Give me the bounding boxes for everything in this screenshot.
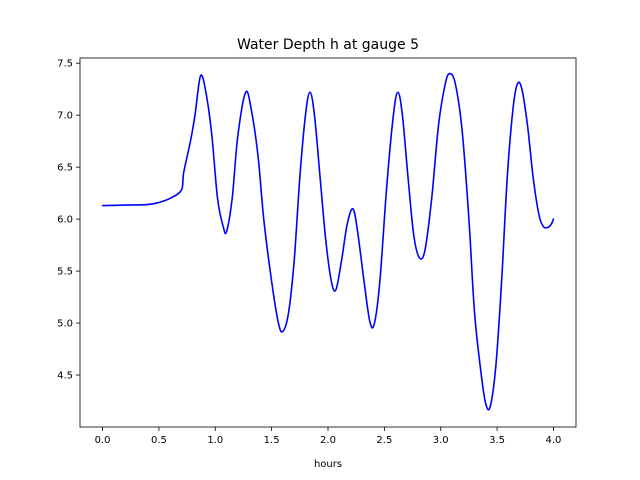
x-tick-label: 1.5 — [264, 435, 280, 446]
y-tick-label: 7.0 — [57, 111, 73, 122]
series-line — [101, 72, 555, 411]
y-tick-label: 5.0 — [57, 319, 73, 330]
x-tick-label: 0.0 — [95, 435, 111, 446]
y-tick-label: 7.5 — [57, 59, 73, 70]
y-tick-label: 4.5 — [57, 371, 73, 382]
y-axis-ticks: 4.5 5.0 5.5 6.0 6.5 7.0 7.5 — [57, 59, 80, 382]
x-tick-label: 2.0 — [320, 435, 336, 446]
y-tick-label: 5.5 — [57, 267, 73, 278]
x-tick-label: 1.0 — [207, 435, 223, 446]
x-tick-label: 2.5 — [376, 435, 392, 446]
x-tick-label: 3.0 — [433, 435, 449, 446]
chart-title: Water Depth h at gauge 5 — [237, 37, 419, 53]
x-tick-label: 4.0 — [546, 435, 562, 446]
plot-frame — [79, 57, 577, 428]
x-axis-label: hours — [314, 459, 342, 470]
x-tick-label: 3.5 — [489, 435, 505, 446]
x-axis-ticks: 0.0 0.5 1.0 1.5 2.0 2.5 3.0 3.5 4.0 — [95, 427, 562, 446]
y-tick-label: 6.0 — [57, 215, 73, 226]
x-tick-label: 0.5 — [151, 435, 167, 446]
y-tick-label: 6.5 — [57, 163, 73, 174]
